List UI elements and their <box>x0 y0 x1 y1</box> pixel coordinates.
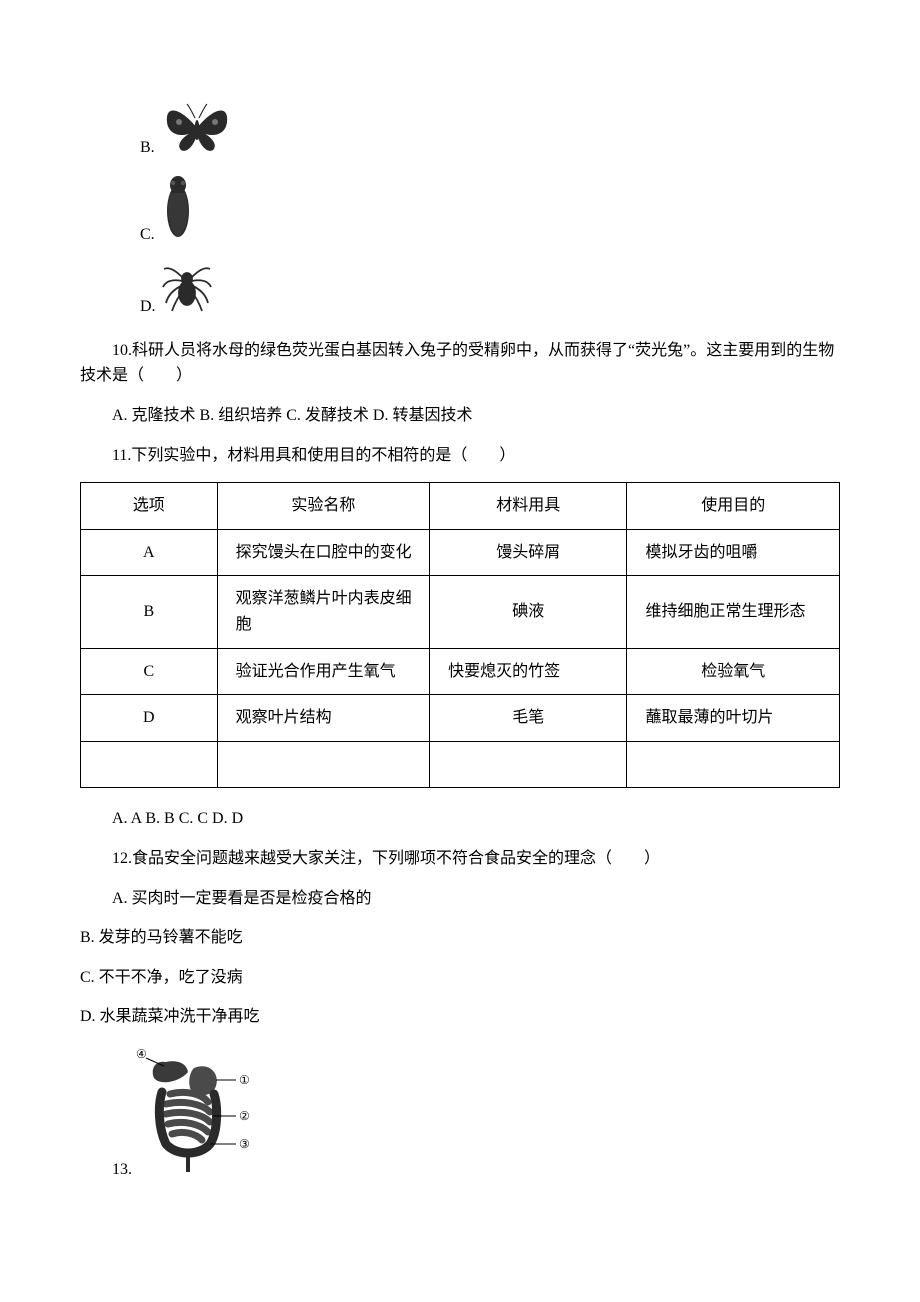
table-cell: B <box>81 576 218 648</box>
table-row <box>81 741 840 788</box>
table-cell: 碘液 <box>430 576 627 648</box>
butterfly-icon <box>161 100 233 165</box>
table-cell: 检验氧气 <box>627 648 840 695</box>
table-cell: 馒头碎屑 <box>430 529 627 576</box>
table-cell: 观察洋葱鳞片叶内表皮细胞 <box>217 576 430 648</box>
table-cell: 模拟牙齿的咀嚼 <box>627 529 840 576</box>
question-11-text: 11.下列实验中，材料用具和使用目的不相符的是（ ） <box>80 443 840 469</box>
table-cell <box>217 741 430 788</box>
question-12-option-a: A. 买肉时一定要看是否是检疫合格的 <box>112 886 840 912</box>
table-cell <box>81 741 218 788</box>
table-cell: 探究馒头在口腔中的变化 <box>217 529 430 576</box>
pointer-4-label: ④ <box>136 1047 147 1061</box>
table-header: 选项 <box>81 483 218 530</box>
table-cell: 快要熄灭的竹签 <box>430 648 627 695</box>
table-cell <box>627 741 840 788</box>
table-cell: C <box>81 648 218 695</box>
pointer-3-label: ③ <box>239 1137 250 1151</box>
option-b-label: B. <box>140 135 155 165</box>
question-12-option-b: B. 发芽的马铃薯不能吃 <box>80 925 840 951</box>
question-10-text: 10.科研人员将水母的绿色荧光蛋白基因转入兔子的受精卵中，从而获得了“荧光兔”。… <box>80 338 840 389</box>
question-13-label: 13. <box>112 1157 132 1183</box>
table-cell: D <box>81 695 218 742</box>
option-c-label: C. <box>140 222 155 252</box>
table-cell: 维持细胞正常生理形态 <box>627 576 840 648</box>
table-cell: 验证光合作用产生氧气 <box>217 648 430 695</box>
option-d-label: D. <box>140 294 156 324</box>
table-cell: 蘸取最薄的叶切片 <box>627 695 840 742</box>
table-header: 实验名称 <box>217 483 430 530</box>
table-row: C 验证光合作用产生氧气 快要熄灭的竹签 检验氧气 <box>81 648 840 695</box>
table-cell: A <box>81 529 218 576</box>
pointer-2-label: ② <box>239 1109 250 1123</box>
table-header: 使用目的 <box>627 483 840 530</box>
digestive-system-icon: ① ② ③ ④ <box>136 1044 266 1183</box>
pointer-1-label: ① <box>239 1073 250 1087</box>
table-header: 材料用具 <box>430 483 627 530</box>
question-11-answers: A. A B. B C. C D. D <box>112 806 840 832</box>
table-header-row: 选项 实验名称 材料用具 使用目的 <box>81 483 840 530</box>
cicada-icon <box>161 173 195 252</box>
table-row: D 观察叶片结构 毛笔 蘸取最薄的叶切片 <box>81 695 840 742</box>
table-cell: 毛笔 <box>430 695 627 742</box>
spider-icon <box>162 259 212 324</box>
table-cell: 观察叶片结构 <box>217 695 430 742</box>
question-12-option-c: C. 不干不净，吃了没病 <box>80 965 840 991</box>
question-12-option-d: D. 水果蔬菜冲洗干净再吃 <box>80 1004 840 1030</box>
question-12-text: 12.食品安全问题越来越受大家关注，下列哪项不符合食品安全的理念（ ） <box>80 846 840 872</box>
experiment-table: 选项 实验名称 材料用具 使用目的 A 探究馒头在口腔中的变化 馒头碎屑 模拟牙… <box>80 482 840 788</box>
table-cell <box>430 741 627 788</box>
question-10-answers: A. 克隆技术 B. 组织培养 C. 发酵技术 D. 转基因技术 <box>112 403 840 429</box>
table-row: A 探究馒头在口腔中的变化 馒头碎屑 模拟牙齿的咀嚼 <box>81 529 840 576</box>
table-row: B 观察洋葱鳞片叶内表皮细胞 碘液 维持细胞正常生理形态 <box>81 576 840 648</box>
